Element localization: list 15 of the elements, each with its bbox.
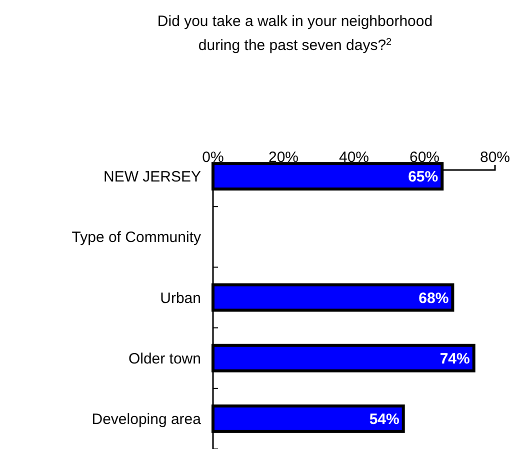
y-tick-label: Type of Community <box>72 229 202 246</box>
chart-title: Did you take a walk in your neighborhood during the past seven days?$^{2}$ <box>157 13 433 54</box>
y-tick-label: Urban <box>160 290 201 307</box>
y-tick-label: Older town <box>128 350 201 368</box>
x-tick-label: 20% <box>268 149 299 166</box>
x-tick-label: 80% <box>480 149 510 166</box>
x-tick-label: 60% <box>409 149 440 166</box>
data-label: 54% <box>369 411 400 428</box>
data-label: 74% <box>440 350 470 368</box>
data-label: 65% <box>408 168 438 186</box>
y-tick-label: Developing area <box>92 410 202 428</box>
x-tick-label: 0% <box>202 149 224 166</box>
x-tick-label: 40% <box>338 149 370 166</box>
data-label: 68% <box>418 290 449 307</box>
y-tick-label: NEW JERSEY <box>103 168 201 186</box>
